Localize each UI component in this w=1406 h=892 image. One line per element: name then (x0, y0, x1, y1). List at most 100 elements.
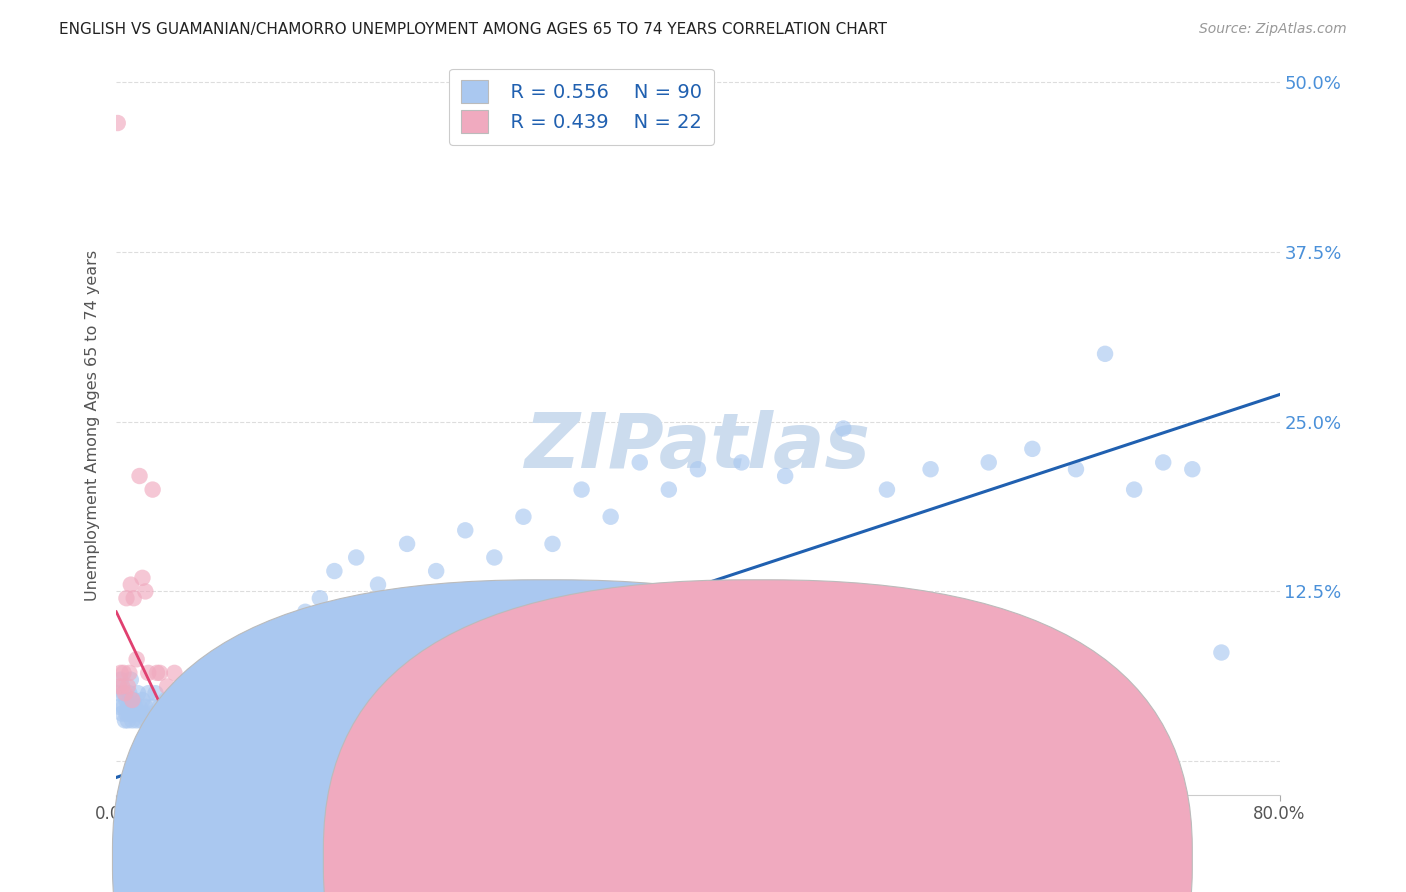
Point (484, 550, 506, 565)
Point (128, 469, 150, 483)
Point (229, 673, 252, 687)
Point (136, 686, 159, 700)
Point (112, 699, 135, 714)
Point (1064, 462, 1087, 476)
Point (146, 665, 169, 680)
Point (160, 699, 183, 714)
Point (112, 665, 135, 680)
Point (117, 714, 139, 728)
Point (396, 537, 419, 551)
Point (243, 665, 266, 680)
Point (211, 706, 233, 721)
Point (163, 714, 186, 728)
Point (1181, 462, 1204, 476)
Point (132, 706, 155, 721)
Point (323, 564, 346, 578)
Point (221, 686, 243, 700)
Point (111, 680, 134, 694)
Point (136, 665, 159, 680)
Text: English: English (571, 849, 636, 868)
Point (207, 686, 229, 700)
Point (142, 483, 165, 497)
Point (197, 673, 219, 687)
Point (114, 714, 136, 728)
Point (1094, 347, 1116, 361)
Point (264, 632, 287, 646)
Point (142, 699, 165, 714)
Point (121, 693, 143, 707)
Point (125, 714, 148, 728)
Point (117, 699, 139, 714)
Point (143, 714, 166, 728)
Point (124, 699, 146, 714)
Point (170, 706, 193, 721)
Point (1152, 455, 1174, 469)
Point (876, 483, 898, 497)
Point (344, 550, 367, 565)
Point (155, 693, 177, 707)
Point (107, 686, 129, 700)
Point (145, 686, 167, 700)
Point (115, 693, 138, 707)
Point (977, 455, 1000, 469)
Point (110, 665, 132, 680)
Point (156, 680, 179, 694)
Point (118, 686, 141, 700)
Point (236, 659, 259, 673)
Point (120, 577, 142, 591)
Point (425, 564, 447, 578)
Point (599, 509, 621, 524)
Point (107, 116, 129, 130)
Point (201, 714, 224, 728)
Y-axis label: Unemployment Among Ages 65 to 74 years: Unemployment Among Ages 65 to 74 years (86, 250, 100, 600)
Point (110, 673, 132, 687)
Point (128, 699, 150, 714)
Point (174, 699, 197, 714)
Point (832, 421, 855, 435)
Point (117, 680, 139, 694)
Point (149, 699, 172, 714)
Point (163, 665, 186, 680)
Point (131, 571, 153, 585)
Point (157, 706, 180, 721)
Point (1211, 646, 1233, 660)
Point (122, 693, 145, 707)
Point (773, 469, 796, 483)
Point (115, 706, 138, 721)
Point (541, 537, 564, 551)
Point (571, 483, 593, 497)
Point (115, 591, 138, 606)
Text: Guamanians/Chamorros: Guamanians/Chamorros (782, 849, 1000, 868)
Text: ZIPatlas: ZIPatlas (524, 410, 870, 484)
Point (193, 699, 215, 714)
Point (118, 706, 141, 721)
Point (120, 699, 142, 714)
Point (1123, 483, 1146, 497)
Point (180, 714, 202, 728)
Point (112, 686, 135, 700)
Point (686, 462, 709, 476)
Point (730, 455, 752, 469)
Point (122, 591, 145, 606)
Point (308, 591, 330, 606)
Point (166, 686, 188, 700)
Point (190, 706, 212, 721)
Point (121, 714, 143, 728)
Point (134, 584, 156, 599)
Point (125, 652, 148, 666)
Point (138, 706, 160, 721)
Point (108, 699, 131, 714)
Point (146, 706, 169, 721)
Point (131, 693, 153, 707)
Point (111, 706, 134, 721)
Point (280, 618, 302, 632)
Point (127, 706, 149, 721)
Point (152, 714, 174, 728)
Text: Source: ZipAtlas.com: Source: ZipAtlas.com (1199, 22, 1347, 37)
Point (250, 646, 273, 660)
Point (628, 455, 651, 469)
Point (129, 714, 152, 728)
Point (134, 699, 156, 714)
Point (1021, 442, 1043, 456)
Point (118, 665, 141, 680)
